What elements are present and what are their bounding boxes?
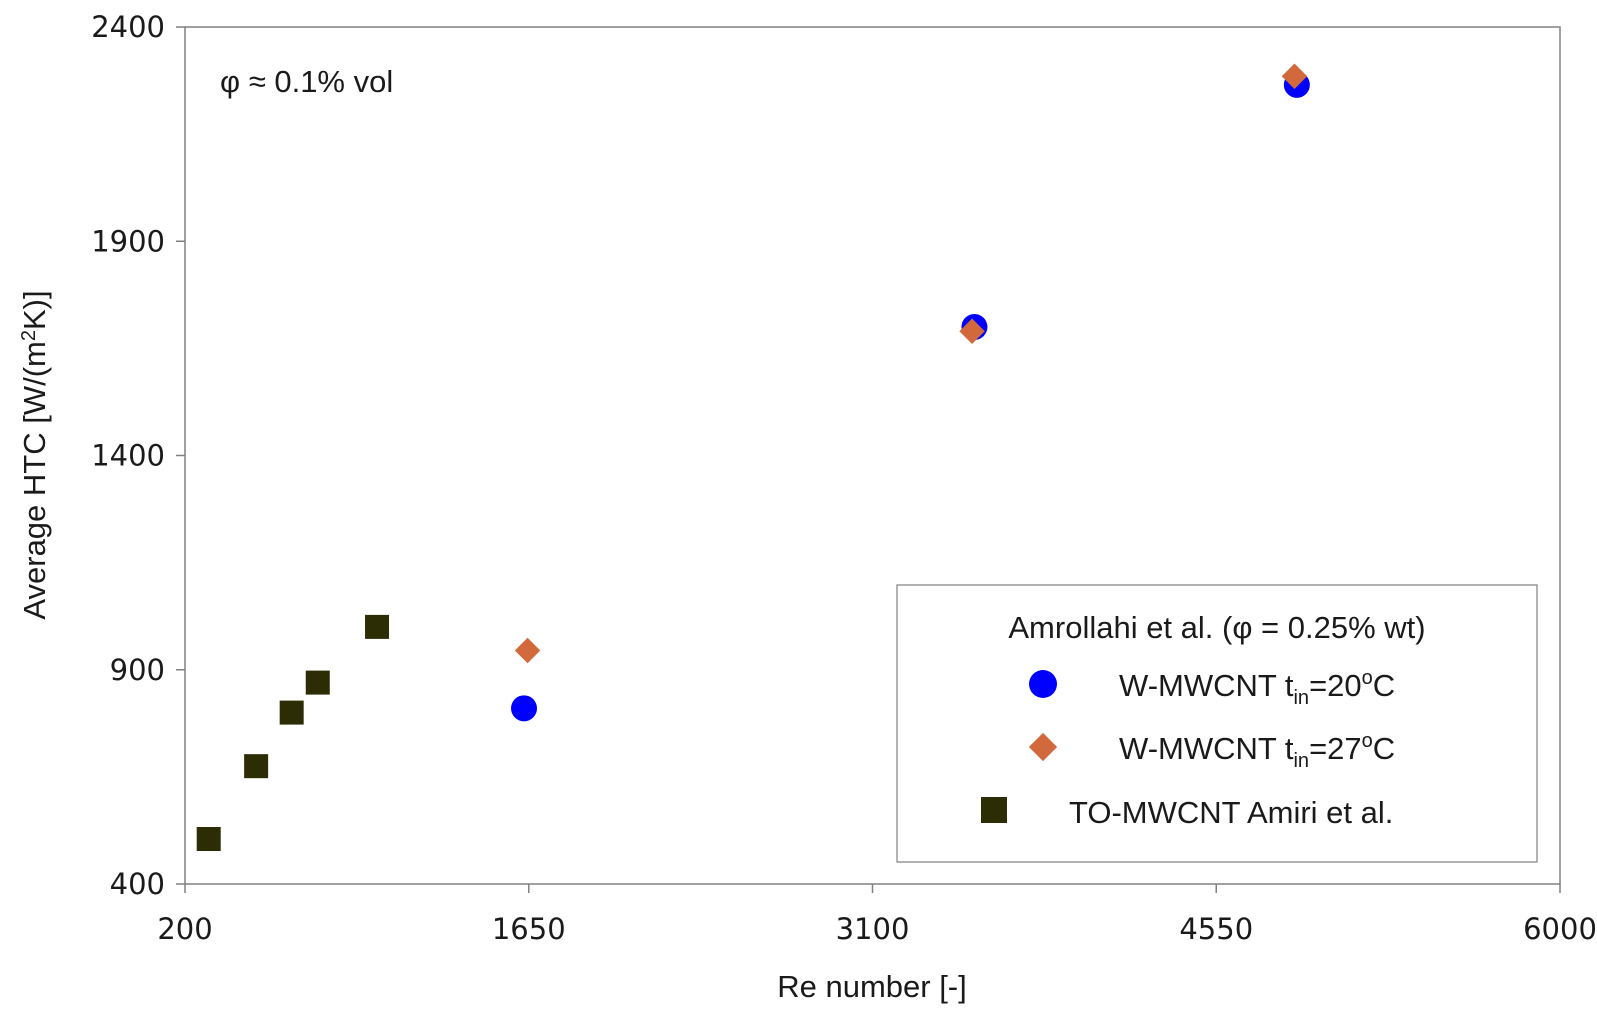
x-tick-label: 6000 (1523, 912, 1597, 946)
y-tick-label: 400 (110, 867, 165, 901)
x-axis-title: Re number [-] (777, 969, 967, 1004)
y-tick-label: 2400 (91, 10, 165, 44)
square-point (365, 614, 390, 639)
legend-marker-diamond (1028, 732, 1058, 762)
legend-marker-circle (1029, 670, 1057, 698)
square-point (279, 700, 304, 725)
legend-marker-square (981, 797, 1007, 823)
y-axis-title: Average HTC [W/(m2K)] (17, 290, 52, 619)
square-point (305, 670, 330, 695)
y-tick-label: 900 (110, 653, 165, 687)
series-to-mwcnt-amiri (196, 614, 390, 852)
y-tick-label: 1900 (91, 224, 165, 258)
square-point (244, 754, 269, 779)
x-tick-label: 4550 (1179, 912, 1253, 946)
x-axis: 200 1650 3100 4550 6000 (157, 884, 1597, 946)
diamond-point (514, 637, 541, 664)
x-tick-label: 3100 (836, 912, 910, 946)
legend: Amrollahi et al. (φ = 0.25% wt) W-MWCNT … (896, 584, 1538, 863)
x-tick-label: 1650 (492, 912, 566, 946)
diamond-point (959, 318, 985, 344)
circle-point (511, 695, 538, 722)
legend-label-w-mwcnt-27: W-MWCNT tin=27oC (1119, 730, 1395, 772)
legend-label-to-mwcnt-amiri: TO-MWCNT Amiri et al. (1069, 795, 1393, 830)
x-tick-label: 200 (157, 912, 212, 946)
concentration-annotation: φ ≈ 0.1% vol (220, 64, 393, 99)
y-tick-label: 1400 (91, 439, 165, 473)
square-point (196, 827, 221, 852)
series-layer (196, 63, 1310, 852)
y-axis: 400 900 1400 1900 2400 (91, 10, 185, 901)
legend-label-w-mwcnt-20: W-MWCNT tin=20oC (1119, 667, 1395, 709)
legend-title: Amrollahi et al. (φ = 0.25% wt) (1008, 610, 1425, 645)
series-w-mwcnt-27 (514, 63, 1308, 664)
